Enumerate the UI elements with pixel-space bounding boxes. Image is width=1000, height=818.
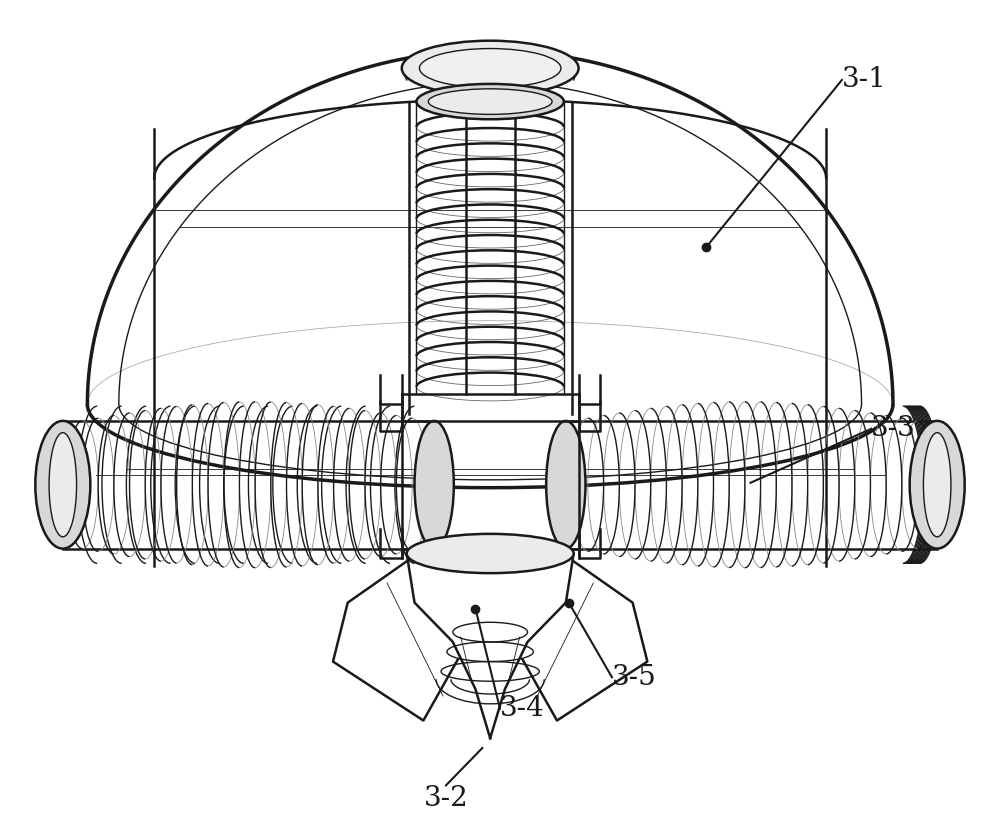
Text: 3-3: 3-3 (871, 416, 916, 443)
Ellipse shape (402, 41, 579, 96)
Ellipse shape (546, 421, 585, 549)
Text: 3-4: 3-4 (500, 695, 545, 722)
Ellipse shape (923, 433, 951, 537)
Ellipse shape (407, 534, 574, 573)
Text: 3-1: 3-1 (842, 66, 887, 93)
Text: 3-5: 3-5 (612, 663, 657, 690)
Ellipse shape (35, 421, 90, 549)
Ellipse shape (910, 421, 965, 549)
Text: 3-2: 3-2 (424, 785, 468, 812)
Ellipse shape (416, 84, 564, 119)
Ellipse shape (49, 433, 77, 537)
Ellipse shape (428, 89, 552, 115)
Ellipse shape (415, 421, 454, 549)
Ellipse shape (419, 48, 561, 88)
